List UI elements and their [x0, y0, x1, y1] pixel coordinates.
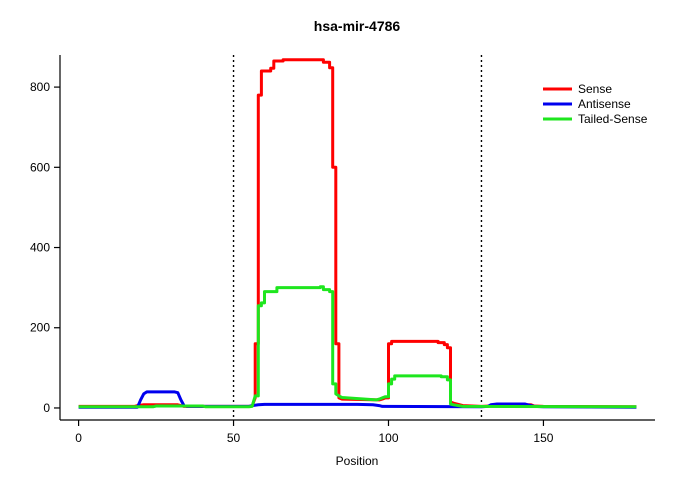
x-tick-label: 0	[75, 431, 82, 445]
y-tick-label: 400	[30, 241, 50, 255]
series-line-sense	[78, 58, 637, 409]
x-tick-label: 150	[533, 431, 553, 445]
x-tick-label: 50	[227, 431, 241, 445]
y-tick-label: 200	[30, 321, 50, 335]
legend-label-antisense: Antisense	[578, 97, 631, 111]
y-tick-label: 600	[30, 160, 50, 174]
series-lines	[78, 58, 637, 409]
series-line-tailed-sense	[78, 285, 637, 409]
y-tick-label: 0	[43, 401, 50, 415]
axes: 0 50 100 150 0 200 400 600 800	[30, 55, 655, 445]
series-line-antisense	[78, 390, 637, 409]
legend-label-sense: Sense	[578, 82, 612, 96]
chart-title: hsa-mir-4786	[314, 18, 401, 34]
reference-vlines	[232, 55, 483, 420]
x-axis-label: Position	[336, 454, 379, 468]
x-tick-label: 100	[378, 431, 398, 445]
y-tick-label: 800	[30, 80, 50, 94]
legend-label-tailed-sense: Tailed-Sense	[578, 112, 648, 126]
